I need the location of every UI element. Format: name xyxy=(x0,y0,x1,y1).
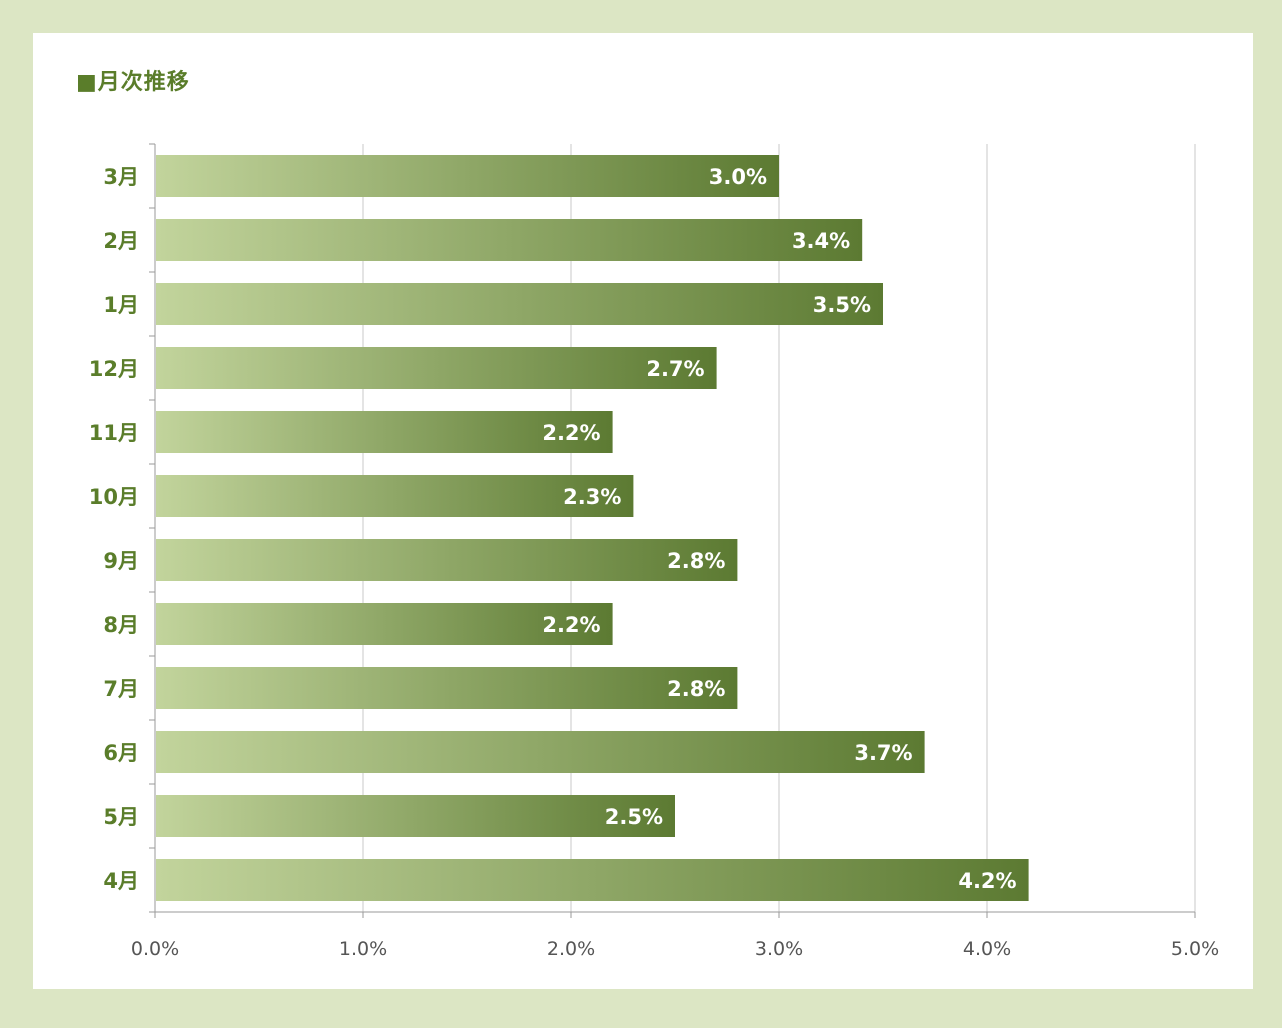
bar xyxy=(156,731,925,773)
category-label: 2月 xyxy=(103,229,139,253)
category-label: 3月 xyxy=(103,165,139,189)
category-label: 1月 xyxy=(103,293,139,317)
bar xyxy=(156,475,634,517)
data-label: 4.2% xyxy=(958,869,1016,893)
bars xyxy=(156,155,1029,901)
x-tick-label: 1.0% xyxy=(339,938,387,960)
bar xyxy=(156,411,613,453)
data-label: 3.4% xyxy=(792,229,850,253)
gridlines xyxy=(362,144,1196,912)
x-tick-label: 5.0% xyxy=(1171,938,1219,960)
data-label: 2.3% xyxy=(563,485,621,509)
bar xyxy=(156,155,779,197)
category-label: 9月 xyxy=(103,549,139,573)
bar xyxy=(156,603,613,645)
bar xyxy=(156,539,738,581)
category-label: 7月 xyxy=(103,677,139,701)
bar xyxy=(156,795,675,837)
category-label: 10月 xyxy=(89,485,139,509)
category-label: 6月 xyxy=(103,741,139,765)
category-label: 4月 xyxy=(103,869,139,893)
data-label: 3.0% xyxy=(709,165,767,189)
category-label: 11月 xyxy=(89,421,139,445)
data-label: 2.7% xyxy=(646,357,704,381)
data-label: 2.8% xyxy=(667,677,725,701)
data-label: 2.2% xyxy=(542,421,600,445)
data-label: 2.2% xyxy=(542,613,600,637)
category-label: 8月 xyxy=(103,613,139,637)
data-label: 2.5% xyxy=(605,805,663,829)
bar xyxy=(156,347,717,389)
x-tick-label: 2.0% xyxy=(547,938,595,960)
x-tick-label: 3.0% xyxy=(755,938,803,960)
category-label: 12月 xyxy=(89,357,139,381)
bar xyxy=(156,667,738,709)
bar xyxy=(156,219,863,261)
x-tick-label: 4.0% xyxy=(963,938,1011,960)
data-label: 2.8% xyxy=(667,549,725,573)
category-label: 5月 xyxy=(103,805,139,829)
data-label: 3.7% xyxy=(854,741,912,765)
axes xyxy=(149,143,1196,918)
x-tick-label: 0.0% xyxy=(131,938,179,960)
chart-title: ■月次推移 xyxy=(76,70,190,95)
bar xyxy=(156,859,1029,901)
bar xyxy=(156,283,883,325)
data-label: 3.5% xyxy=(813,293,871,317)
labels: 0.0% 1.0% 2.0% 3.0% 4.0% 5.0% 3.0% 3月 3.4% 2月 3.5%… xyxy=(89,165,1219,960)
